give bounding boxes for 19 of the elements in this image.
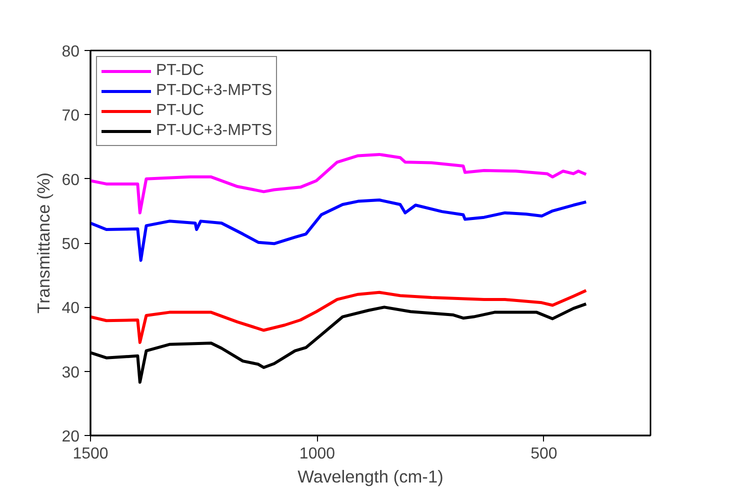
x-tick-label: 1000 — [299, 446, 336, 462]
legend-label: PT-DC — [156, 62, 204, 80]
x-tick-label: 500 — [530, 446, 558, 462]
x-axis-title: Wavelength (cm-1) — [298, 466, 444, 486]
y-tick-label: 80 — [62, 44, 80, 60]
legend-label: PT-UC — [156, 102, 204, 120]
legend-label: PT-UC+3-MPTS — [156, 122, 272, 140]
y-tick-label: 50 — [62, 236, 80, 253]
line-series — [90, 288, 588, 344]
y-axis-title: Transmittance (%) — [34, 172, 54, 314]
y-tick-label: 70 — [62, 108, 80, 125]
line-series — [90, 152, 588, 214]
x-tick-label: 1500 — [72, 446, 108, 462]
legend-label: PT-DC+3-MPTS — [156, 82, 272, 100]
y-tick-label: 40 — [62, 300, 80, 318]
y-tick-label: 20 — [62, 428, 80, 446]
y-tick-label: 30 — [62, 364, 80, 382]
y-tick-label: 60 — [62, 172, 80, 189]
line-series — [90, 198, 588, 262]
